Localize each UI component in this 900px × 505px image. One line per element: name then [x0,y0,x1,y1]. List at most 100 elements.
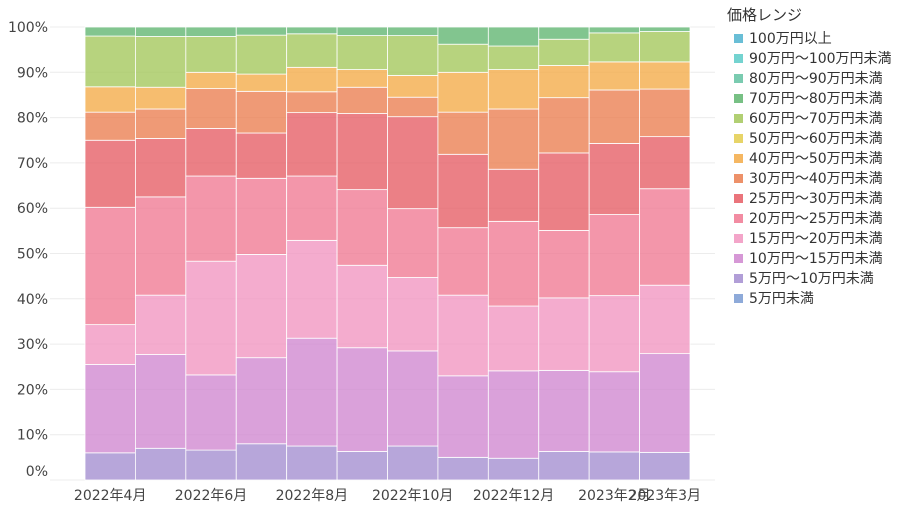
bar-segment [639,188,691,286]
bar-segment [387,35,439,76]
legend-item-label: 60万円～70万円未満 [749,111,883,127]
bar-segment [639,353,691,453]
legend-item-label: 30万円～40万円未満 [749,171,883,187]
bar-segment [336,35,388,70]
bar-segment [336,86,388,114]
legend-item-label: 20万円～25万円未満 [749,211,883,227]
y-tick-label: 70% [17,156,48,172]
bar-segment [639,31,691,63]
bar-segment [538,65,590,99]
bar-segment [588,451,640,481]
bar-segment [487,108,540,170]
bar-segment [639,26,691,32]
bar-segment [286,239,338,339]
bar-segment [185,175,237,262]
bar-segment [487,168,540,222]
bar-segment [538,26,590,40]
legend-swatch [734,154,743,163]
bar-segment [286,337,338,447]
bar-segment [639,284,691,355]
bar-segment [286,66,338,93]
bar-segment [588,371,640,453]
bar-segment [84,324,136,365]
bar-segment [487,69,540,110]
y-tick-label: 100% [8,20,48,36]
bar-segment [84,26,136,37]
bar-segment [235,357,288,445]
bar-segment [84,35,136,88]
bar-segment [336,347,388,452]
bar-segment [639,136,691,190]
bar-segment [135,108,187,139]
bar-segment [135,138,187,198]
bar-segment [487,370,540,459]
legend-swatch [734,274,743,283]
bar-segment [336,264,388,349]
bar-segment [84,452,136,481]
x-tick-label: 2022年10月 [372,488,453,504]
bar-segment [336,69,388,88]
bar-segment [185,88,237,129]
legend-item-label: 40万円～50万円未満 [749,151,883,167]
legend-item-label: 50万円～60万円未満 [749,131,883,147]
bar-segment [286,175,338,241]
bar-segment [235,34,288,75]
bar-segment [487,220,540,307]
bar-segment [588,26,640,34]
bar-segment [185,449,237,481]
bar-segment [487,26,540,47]
legend-item-label: 5万円未満 [749,291,814,307]
bar-segment [437,456,489,481]
bar-segment [336,26,388,37]
bar-segment [84,111,136,141]
legend-item-label: 90万円～100万円未満 [749,51,892,67]
bar-segment [437,294,489,377]
bar-segment [135,26,187,37]
legend-item-label: 70万円～80万円未満 [749,91,883,107]
bar-segment [538,38,590,66]
legend-swatch [734,134,743,143]
x-tick-label: 2022年8月 [276,488,349,504]
bar-segment [588,295,640,373]
legend-swatch [734,34,743,43]
bar-segment [135,354,187,449]
legend-swatch [734,214,743,223]
bar-segment [639,451,691,481]
bar-segment [235,177,288,255]
bar-segment [286,112,338,177]
bar-segment [387,350,439,447]
bar-segment [588,143,640,215]
bar-segment [538,152,590,231]
bar-segment [387,96,439,118]
bar-segment [538,297,590,371]
bar-segment [84,206,136,326]
legend-item-label: 80万円～90万円未満 [749,71,883,87]
bar-segment [185,26,237,37]
bar-segment [235,132,288,179]
bar-segment [185,71,237,90]
bar-segment [336,451,388,481]
bar-segment [588,61,640,91]
x-tick-label: 2023年2月 [578,488,651,504]
bar-segment [437,153,489,229]
legend-swatch [734,174,743,183]
bar-segment [135,196,187,296]
y-tick-label: 80% [17,111,48,127]
bar-segment [437,375,489,458]
legend-swatch [734,94,743,103]
bar-segment [588,89,640,144]
legend-item-label: 15万円～20万円未満 [749,231,883,247]
bar-segment [538,369,590,452]
bar-segment [235,443,288,481]
y-tick-label: 90% [17,65,48,81]
y-tick-label: 50% [17,247,48,263]
bar-segment [235,73,288,92]
legend-item-label: 10万円～15万円未満 [749,251,883,267]
bar-segment [286,26,338,35]
bar-segment [84,139,136,208]
bar-segment [588,32,640,63]
bar-segment [538,229,590,299]
legend-title: 価格レンジ [727,6,802,24]
bar-segment [336,113,388,191]
